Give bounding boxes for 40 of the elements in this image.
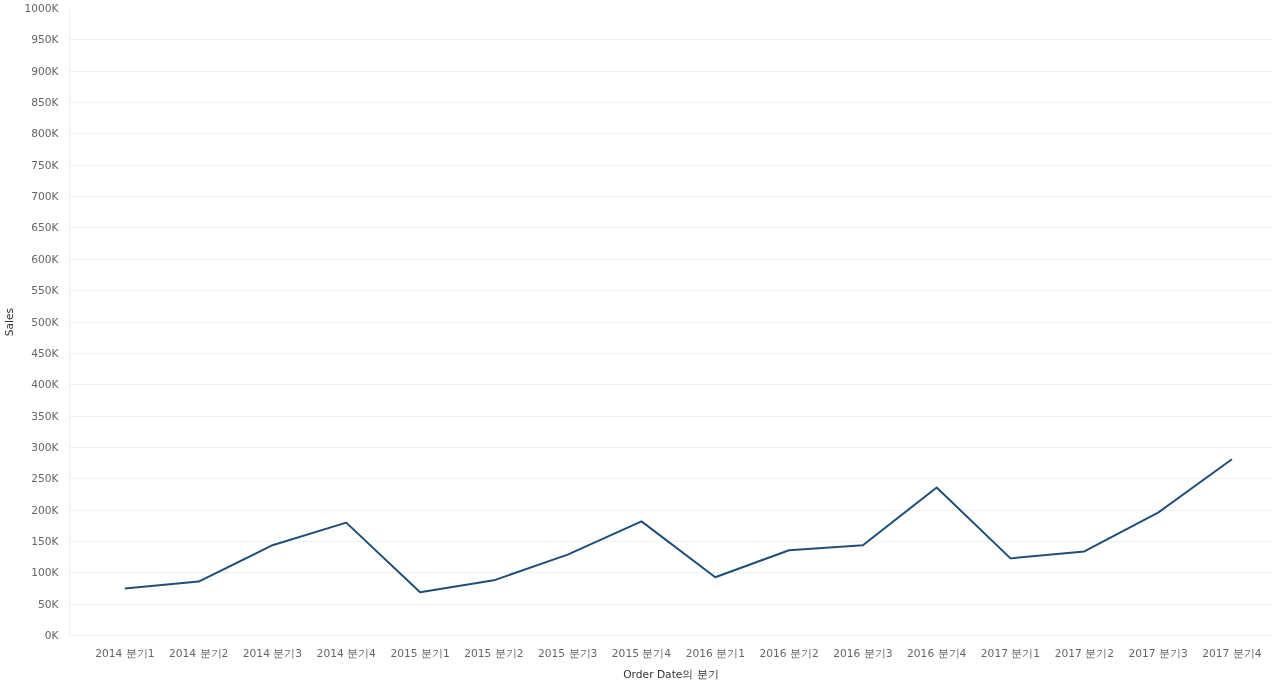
x-tick-label: 2015 분기1 bbox=[390, 646, 450, 660]
y-tick-label: 550K bbox=[31, 284, 60, 298]
y-tick-label: 50K bbox=[37, 597, 60, 611]
x-tick-label: 2017 분기2 bbox=[1054, 646, 1114, 660]
y-tick-label: 500K bbox=[31, 315, 60, 329]
x-tick-label: 2015 분기2 bbox=[464, 646, 524, 660]
y-tick-label: 750K bbox=[31, 158, 60, 172]
y-tick-label: 1000K bbox=[24, 2, 60, 15]
y-tick-label: 0K bbox=[44, 629, 60, 642]
y-tick-label: 300K bbox=[31, 440, 60, 454]
x-tick-label: 2016 분기4 bbox=[907, 646, 967, 660]
x-axis-title: Order Date의 분기 bbox=[623, 667, 719, 681]
y-tick-label: 150K bbox=[31, 534, 60, 548]
x-tick-label: 2014 분기2 bbox=[169, 646, 229, 660]
y-axis-title: Sales bbox=[3, 307, 17, 337]
y-tick-label: 350K bbox=[31, 409, 60, 423]
y-tick-label: 400K bbox=[31, 378, 60, 392]
y-tick-label: 850K bbox=[31, 96, 60, 110]
x-tick-label: 2017 분기1 bbox=[980, 646, 1041, 660]
x-tick-label: 2016 분기1 bbox=[685, 646, 745, 660]
y-tick-label: 450K bbox=[31, 346, 60, 360]
x-tick-label: 2016 분기3 bbox=[833, 646, 893, 660]
x-tick-label: 2015 분기4 bbox=[611, 646, 672, 660]
y-tick-label: 200K bbox=[31, 503, 60, 517]
x-tick-label: 2016 분기2 bbox=[759, 646, 819, 660]
y-tick-label: 100K bbox=[31, 566, 60, 580]
y-tick-label: 250K bbox=[31, 472, 60, 486]
x-tick-label: 2015 분기3 bbox=[538, 646, 598, 660]
y-tick-label: 700K bbox=[31, 190, 60, 204]
x-tick-label: 2014 분기4 bbox=[316, 646, 377, 660]
y-tick-label: 950K bbox=[31, 33, 60, 47]
x-tick-label: 2017 분기3 bbox=[1128, 646, 1188, 660]
x-tick-label: 2014 분기3 bbox=[242, 646, 303, 660]
x-tick-label: 2014 분기1 bbox=[95, 646, 155, 660]
y-tick-label: 650K bbox=[31, 221, 60, 235]
x-tick-label: 2017 분기4 bbox=[1202, 646, 1262, 660]
y-tick-label: 600K bbox=[31, 252, 60, 266]
y-tick-label: 900K bbox=[31, 64, 60, 78]
y-tick-label: 800K bbox=[31, 127, 60, 141]
line-series bbox=[123, 458, 1233, 594]
